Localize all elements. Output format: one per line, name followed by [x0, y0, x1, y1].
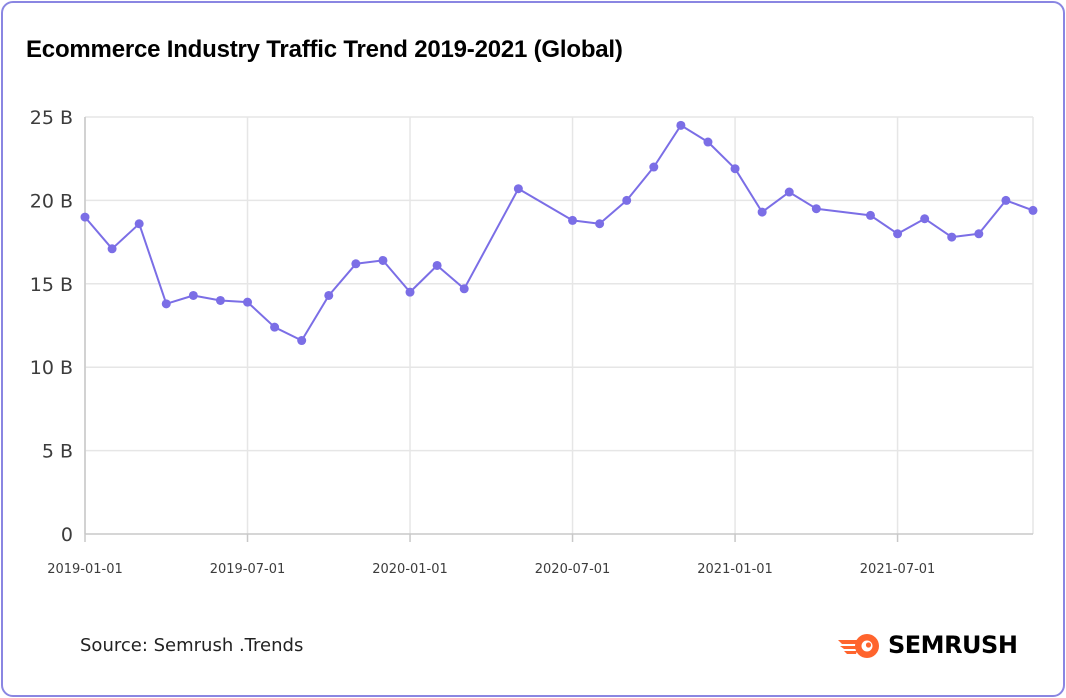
data-point — [270, 322, 280, 332]
data-point — [243, 297, 253, 307]
axes: 0 5 B 10 B 15 B 20 B 25 B 2019-01-01 2019-07-01… — [30, 107, 1033, 577]
series-line-layer — [84, 124, 1034, 342]
data-point — [649, 162, 659, 172]
x-tick-label: 2020-07-01 — [535, 562, 611, 577]
data-point — [215, 295, 225, 305]
y-tick-label: 5 B — [42, 441, 73, 463]
y-tick-label: 15 B — [30, 274, 73, 296]
chart-title: Ecommerce Industry Traffic Trend 2019-20… — [26, 36, 623, 63]
data-point — [757, 207, 767, 217]
y-tick-label: 25 B — [30, 107, 73, 129]
data-point — [703, 137, 713, 147]
data-point — [676, 120, 686, 130]
data-point — [811, 204, 821, 214]
y-tick-label: 0 — [61, 524, 73, 546]
data-point — [134, 219, 144, 229]
grid-lines — [84, 116, 1034, 534]
x-tick-label: 2019-07-01 — [210, 562, 286, 577]
data-point — [974, 229, 984, 239]
data-point — [513, 184, 523, 194]
semrush-flame-icon — [838, 634, 879, 658]
data-point — [324, 290, 334, 300]
y-tick-label: 10 B — [30, 357, 73, 379]
data-point — [730, 164, 740, 174]
x-tick-label: 2021-07-01 — [860, 562, 936, 577]
data-point — [595, 219, 605, 229]
data-point — [107, 244, 117, 254]
data-point — [405, 287, 415, 297]
data-point — [865, 210, 875, 220]
data-point — [351, 259, 361, 269]
data-point — [920, 214, 930, 224]
data-points — [80, 120, 1038, 346]
data-point — [161, 299, 171, 309]
data-point — [947, 232, 957, 242]
semrush-logo-text: SEMRUSH — [888, 631, 1018, 659]
x-tick-label: 2021-01-01 — [697, 562, 773, 577]
data-point — [893, 229, 903, 239]
data-point — [432, 260, 442, 270]
data-point — [622, 195, 632, 205]
data-point — [1028, 205, 1038, 215]
data-point — [80, 212, 90, 222]
data-point — [188, 290, 198, 300]
series-line — [84, 124, 1034, 342]
semrush-logo: SEMRUSH — [836, 627, 1018, 663]
data-point — [378, 255, 388, 265]
source-note: Source: Semrush .Trends — [80, 635, 304, 656]
x-tick-label: 2020-01-01 — [372, 562, 448, 577]
data-point — [459, 284, 469, 294]
data-point — [297, 336, 307, 346]
x-tick-label: 2019-01-01 — [47, 562, 123, 577]
y-tick-label: 20 B — [30, 190, 73, 212]
data-point — [1001, 195, 1011, 205]
data-point — [784, 187, 794, 197]
data-point — [568, 215, 578, 225]
